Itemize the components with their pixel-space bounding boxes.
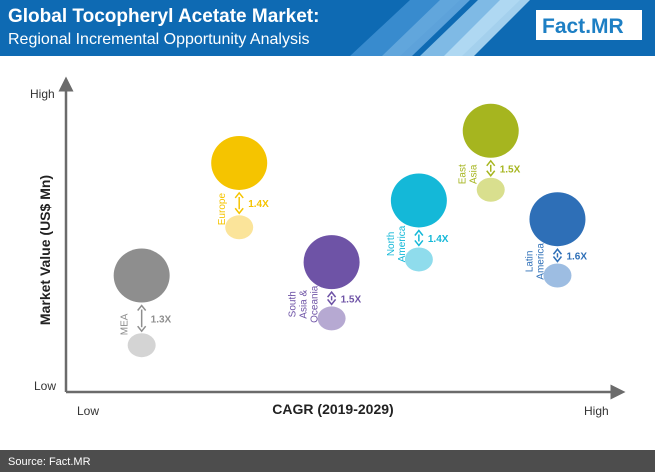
bubble-large-north-america <box>390 173 447 228</box>
growth-arrowhead-down-latin-america <box>552 256 563 263</box>
region-label-line: South <box>288 291 299 317</box>
growth-arrowhead-up-mea <box>137 304 147 311</box>
region-mea: 1.3X MEA <box>113 248 172 358</box>
growth-arrowhead-up-europe <box>234 191 244 199</box>
region-label-line: Asia & <box>299 289 310 318</box>
bubble-large-east-asia <box>462 103 519 158</box>
page-title: Global Tocopheryl Acetate Market: <box>8 6 319 27</box>
logo-box <box>536 10 642 40</box>
logo-right: .MR <box>585 15 624 38</box>
multiplier-label-east-asia: 1.5X <box>500 164 521 175</box>
bubble-small-mea <box>127 333 156 358</box>
growth-arrowhead-up-south-asia-oceania <box>327 290 337 298</box>
region-label-line: America <box>397 225 408 262</box>
growth-arrowhead-down-mea <box>137 325 147 333</box>
region-label-line: Oceania <box>310 285 321 323</box>
region-label-line: Latin <box>524 251 535 273</box>
region-north-america: 1.4X NorthAmerica <box>386 173 449 272</box>
region-label-north-america: NorthAmerica <box>386 225 408 262</box>
multiplier-label-europe: 1.4X <box>248 199 269 210</box>
multiplier-label-north-america: 1.4X <box>428 234 449 245</box>
multiplier-label-latin-america: 1.6X <box>566 251 587 262</box>
bubble-large-latin-america <box>529 192 586 247</box>
region-label-latin-america: LatinAmerica <box>524 243 546 280</box>
bubble-large-south-asia-oceania <box>303 235 360 290</box>
bubble-large-europe <box>211 135 268 190</box>
x-axis-title: CAGR (2019-2029) <box>272 401 393 417</box>
region-latin-america: 1.6X LatinAmerica <box>524 192 587 288</box>
region-label-east-asia: EastAsia <box>458 164 480 184</box>
source-note: Source: Fact.MR <box>8 456 91 468</box>
region-label-line: MEA <box>120 313 131 335</box>
bubble-small-north-america <box>404 247 433 272</box>
growth-arrowhead-down-north-america <box>414 239 424 247</box>
multiplier-label-mea: 1.3X <box>151 314 172 325</box>
region-label-line: America <box>535 243 546 280</box>
growth-arrowhead-down-east-asia <box>486 170 496 177</box>
bubble-small-south-asia-oceania <box>317 306 346 331</box>
logo: Fact.MR <box>542 15 624 38</box>
header-stripe <box>382 0 470 56</box>
x-axis-high-label: High <box>584 404 609 418</box>
region-label-line: Asia <box>469 164 480 184</box>
growth-arrowhead-down-south-asia-oceania <box>327 298 337 306</box>
page-subtitle: Regional Incremental Opportunity Analysi… <box>8 31 310 48</box>
region-label-europe: Europe <box>217 193 228 226</box>
region-label-line: North <box>386 232 397 256</box>
bubble-small-east-asia <box>476 177 505 202</box>
footer-band <box>0 450 655 472</box>
region-east-asia: 1.5X EastAsia <box>458 103 521 202</box>
y-axis-low-label: Low <box>34 379 56 393</box>
region-south-asia-oceania: 1.5X SouthAsia &Oceania <box>288 235 362 331</box>
header-stripe <box>444 0 530 56</box>
bubble-large-mea <box>113 248 170 303</box>
growth-arrowhead-up-latin-america <box>552 248 563 255</box>
multiplier-label-south-asia-oceania: 1.5X <box>341 294 362 305</box>
region-label-line: Europe <box>217 193 228 226</box>
region-label-line: East <box>458 164 469 184</box>
y-axis-title: Market Value (US$ Mn) <box>37 175 53 325</box>
bubble-small-latin-america <box>543 263 572 288</box>
region-europe: 1.4X Europe <box>211 135 269 240</box>
bubble-small-europe <box>225 215 254 240</box>
growth-arrowhead-up-north-america <box>414 229 424 236</box>
logo-left: Fact <box>542 15 585 38</box>
region-label-mea: MEA <box>120 313 131 335</box>
region-label-south-asia-oceania: SouthAsia &Oceania <box>288 285 321 323</box>
growth-arrowhead-down-europe <box>234 207 244 215</box>
y-axis-high-label: High <box>30 87 55 101</box>
x-axis-low-label: Low <box>77 404 99 418</box>
growth-arrowhead-up-east-asia <box>486 159 496 167</box>
